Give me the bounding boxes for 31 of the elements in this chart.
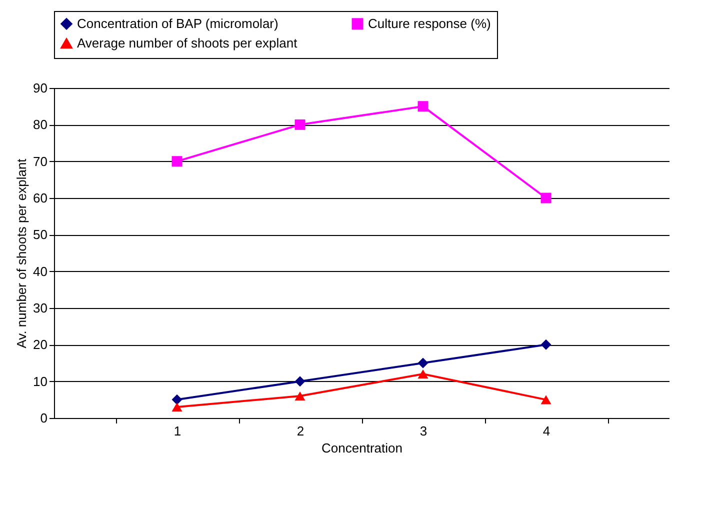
point: [540, 339, 552, 350]
point: [172, 394, 182, 405]
point: [172, 156, 182, 167]
legend-label: Culture response (%): [368, 16, 491, 31]
y-tick-label: 60: [33, 190, 48, 206]
y-tick-label: 0: [40, 410, 48, 426]
point: [418, 369, 428, 379]
x-tick-label: 1: [174, 424, 182, 438]
legend-label: Concentration of BAP (micromolar): [77, 16, 278, 31]
y-tick-label: 30: [33, 300, 48, 316]
y-tick-label: 90: [33, 80, 48, 96]
x-tick-label: 4: [542, 424, 550, 438]
y-axis-title: Av. number of shoots per explant: [14, 158, 30, 348]
y-tick-label: 20: [33, 337, 48, 352]
point: [294, 376, 306, 387]
point: [172, 402, 182, 412]
point: [540, 192, 552, 204]
point: [540, 395, 552, 404]
y-tick-label: 40: [33, 264, 48, 279]
y-tick-label: 10: [33, 374, 48, 389]
y-tick-label: 50: [33, 227, 48, 242]
y-tick-label: 80: [33, 117, 48, 132]
x-axis-title: Concentration: [322, 440, 402, 456]
point: [294, 119, 306, 130]
legend-label: Average number of shoots per explant: [77, 36, 298, 50]
point: [294, 391, 306, 401]
y-tick-label: 70: [33, 154, 48, 169]
x-tick-label: 2: [296, 424, 304, 438]
x-tick-label: 3: [420, 424, 428, 438]
point: [418, 358, 428, 368]
point: [418, 101, 428, 112]
